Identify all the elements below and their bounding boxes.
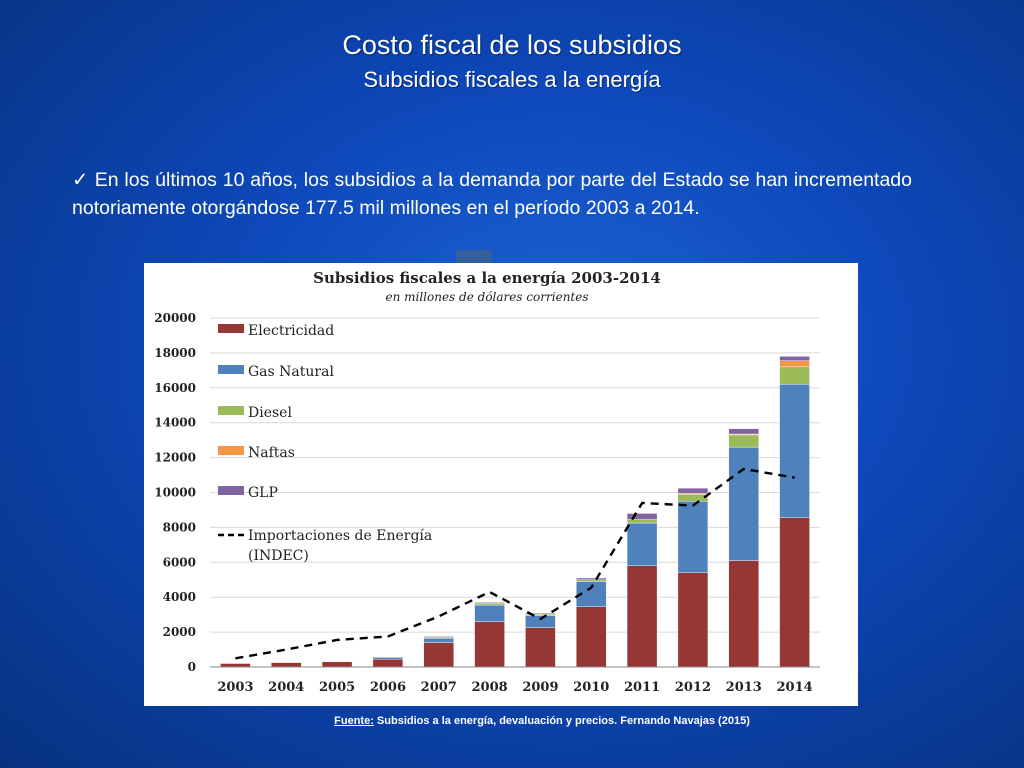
bar-segment bbox=[779, 384, 810, 519]
x-tick-label: 2012 bbox=[675, 680, 711, 695]
y-tick-label: 6000 bbox=[163, 555, 196, 569]
bar-segment bbox=[474, 621, 505, 668]
bar-segment bbox=[626, 565, 658, 668]
source-label: Fuente: bbox=[334, 715, 374, 727]
x-tick-label: 2011 bbox=[624, 680, 660, 695]
source-text: Subsidios a la energía, devaluación y pr… bbox=[373, 715, 750, 727]
y-tick-label: 14000 bbox=[154, 416, 196, 430]
legend-label: Electricidad bbox=[248, 323, 334, 339]
bar-segment bbox=[576, 606, 607, 668]
y-tick-label: 18000 bbox=[154, 346, 196, 360]
y-tick-label: 4000 bbox=[163, 590, 196, 604]
bar-segment bbox=[220, 663, 251, 668]
chart-panel: 0 2000 4000 6000 8000 10000 12000 14000 16000 180… bbox=[144, 263, 858, 706]
legend-label: GLP bbox=[248, 485, 278, 501]
legend-swatch bbox=[218, 324, 244, 333]
bar-segment bbox=[474, 604, 505, 622]
legend-swatch bbox=[218, 486, 244, 495]
x-tick-label: 2005 bbox=[319, 680, 355, 695]
bar-segment bbox=[677, 501, 709, 573]
y-tick-label: 16000 bbox=[154, 381, 196, 395]
bar-segment bbox=[321, 661, 353, 668]
bar-segment bbox=[372, 658, 404, 668]
bar-segment bbox=[779, 356, 810, 361]
x-tick-label: 2014 bbox=[776, 680, 812, 695]
slide-subtitle: Subsidios fiscales a la energía bbox=[363, 67, 661, 92]
bar-segment bbox=[474, 603, 505, 606]
legend-swatch bbox=[218, 406, 244, 415]
x-tick-label: 2009 bbox=[522, 680, 558, 695]
bar-segment bbox=[677, 487, 709, 494]
checkmark-icon: ✓ bbox=[72, 169, 89, 191]
x-tick-label: 2008 bbox=[471, 680, 507, 695]
bar-segment bbox=[626, 522, 658, 566]
x-tick-label: 2004 bbox=[268, 680, 304, 695]
source-note: Fuente: Subsidios a la energía, devaluac… bbox=[0, 715, 1024, 727]
legend-label: Importaciones de Energía bbox=[248, 528, 432, 544]
y-tick-label: 20000 bbox=[154, 311, 196, 325]
bar-segment bbox=[372, 657, 404, 660]
x-tick-label: 2013 bbox=[726, 680, 762, 695]
bar-segment bbox=[626, 519, 658, 524]
bar-segment bbox=[677, 572, 709, 668]
bar-segment bbox=[576, 577, 607, 580]
bar-segment bbox=[423, 642, 454, 668]
x-tick-label: 2010 bbox=[573, 680, 609, 695]
bullet-paragraph: ✓ En los últimos 10 años, los subsidios a… bbox=[72, 166, 912, 222]
slide-title: Costo fiscal de los subsidios bbox=[342, 30, 682, 60]
import-line bbox=[235, 467, 795, 660]
legend-label: Naftas bbox=[248, 445, 295, 461]
y-tick-label: 8000 bbox=[163, 520, 196, 534]
chart-title: Subsidios fiscales a la energía 2003-201… bbox=[313, 269, 661, 287]
bullet-text: En los últimos 10 años, los subsidios a … bbox=[72, 169, 912, 219]
legend-swatch bbox=[218, 365, 244, 374]
y-tick-label: 12000 bbox=[154, 451, 196, 465]
decorative-tab bbox=[456, 250, 492, 267]
bar-segment bbox=[779, 366, 810, 385]
y-tick-label: 2000 bbox=[163, 625, 196, 639]
x-tick-label: 2006 bbox=[370, 680, 406, 695]
bar-segment bbox=[525, 627, 556, 668]
bar-segment bbox=[423, 638, 454, 643]
bar-segment bbox=[728, 560, 759, 668]
bar-segment bbox=[728, 428, 759, 435]
bar-segment bbox=[626, 513, 658, 520]
stacked-bar-chart: 0 2000 4000 6000 8000 10000 12000 14000 16000 180… bbox=[154, 269, 820, 695]
legend-label: (INDEC) bbox=[248, 548, 309, 564]
bar-segment bbox=[474, 602, 505, 604]
chart-subtitle: en millones de dólares corrientes bbox=[385, 290, 588, 304]
bar-segment bbox=[271, 662, 302, 668]
bar-segment bbox=[728, 434, 759, 448]
bar-segment bbox=[525, 615, 556, 628]
bar-segment bbox=[525, 613, 556, 615]
y-tick-label: 10000 bbox=[154, 486, 196, 500]
x-tick-label: 2007 bbox=[421, 680, 457, 695]
legend-swatch bbox=[218, 446, 244, 455]
bar-segment bbox=[779, 517, 810, 668]
bar-segment bbox=[677, 494, 709, 502]
bar-segment bbox=[423, 636, 454, 638]
bar-segment bbox=[779, 360, 810, 368]
legend-label: Diesel bbox=[248, 405, 292, 421]
legend-label: Gas Natural bbox=[248, 364, 334, 380]
bar-segment bbox=[728, 446, 759, 561]
y-tick-label: 0 bbox=[188, 660, 196, 674]
bar-segment bbox=[576, 579, 607, 582]
x-tick-label: 2003 bbox=[217, 680, 253, 695]
